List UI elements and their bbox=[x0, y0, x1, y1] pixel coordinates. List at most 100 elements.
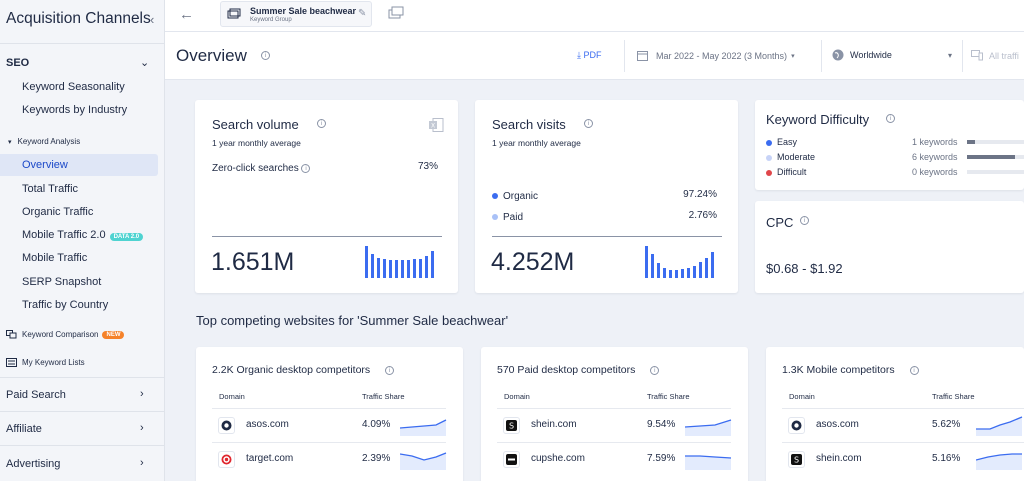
chart-bar bbox=[663, 268, 666, 278]
chart-bar bbox=[669, 270, 672, 278]
caret-down-icon: ▾ bbox=[8, 139, 12, 146]
sidebar-item-keyword-seasonality[interactable]: Keyword Seasonality bbox=[22, 81, 125, 93]
sidebar-item-my-keyword-lists[interactable]: My Keyword Lists bbox=[6, 358, 85, 367]
competitor-domain[interactable]: asos.com bbox=[816, 419, 859, 430]
keyword-difficulty-card: Keyword Difficulty i Easy 1 keywords Moder… bbox=[755, 100, 1024, 190]
table-row[interactable]: target.com 2.39% bbox=[212, 442, 447, 476]
pencil-icon[interactable]: ✎ bbox=[358, 8, 367, 19]
search-visits-card: Search visits i 1 year monthly average O… bbox=[475, 100, 738, 293]
info-icon[interactable]: i bbox=[385, 365, 395, 375]
list-icon bbox=[6, 358, 17, 367]
competitor-domain[interactable]: shein.com bbox=[531, 419, 577, 430]
domain-column-header: Domain bbox=[219, 392, 245, 401]
keyword-group-tab[interactable]: Summer Sale beachwear Keyword Group ✎ bbox=[220, 1, 372, 27]
sidebar-group-advertising[interactable]: Advertising bbox=[6, 458, 61, 470]
chevron-down-icon[interactable]: ⌄ bbox=[140, 57, 150, 69]
sidebar-item-keywords-by-industry[interactable]: Keywords by Industry bbox=[22, 104, 128, 116]
difficulty-row-label: Difficult bbox=[766, 167, 806, 177]
difficulty-count: 0 keywords bbox=[912, 167, 958, 177]
chart-bar bbox=[407, 260, 410, 278]
info-icon[interactable]: i bbox=[909, 365, 919, 375]
sidebar-section-seo[interactable]: SEO bbox=[6, 57, 30, 69]
overview-header: Overview i ⤓ PDF Mar 2022 - May 2022 (3 … bbox=[165, 32, 1024, 80]
info-icon[interactable]: i bbox=[886, 114, 895, 123]
paid-legend: Paid bbox=[492, 212, 523, 223]
difficulty-label: Easy bbox=[777, 137, 798, 147]
sidebar-item-serp-snapshot[interactable]: SERP Snapshot bbox=[22, 276, 102, 288]
organic-value: 97.24% bbox=[683, 189, 717, 200]
chevron-right-icon[interactable]: › bbox=[140, 388, 144, 400]
caret-down-icon[interactable]: ▾ bbox=[948, 51, 953, 60]
domain-column-header: Domain bbox=[789, 392, 815, 401]
search-visits-value: 4.252M bbox=[491, 248, 575, 276]
sidebar-item-overview[interactable]: Overview bbox=[0, 154, 158, 176]
chart-bar bbox=[377, 258, 380, 278]
sidebar-item-mobile-traffic-2[interactable]: Mobile Traffic 2.0 DATA 2.0 bbox=[22, 229, 144, 241]
info-icon[interactable]: i bbox=[317, 119, 326, 128]
chart-baseline bbox=[212, 236, 442, 237]
date-range-select[interactable]: Mar 2022 - May 2022 (3 Months) ▾ bbox=[637, 50, 795, 61]
chevron-right-icon[interactable]: › bbox=[140, 422, 144, 434]
sidebar-item-keyword-comparison[interactable]: Keyword Comparison NEW bbox=[6, 330, 125, 339]
difficulty-count: 1 keywords bbox=[912, 137, 958, 147]
chart-bar bbox=[419, 259, 422, 278]
pdf-button[interactable]: ⤓ PDF bbox=[577, 50, 601, 61]
competitor-domain[interactable]: asos.com bbox=[246, 419, 289, 430]
traffic-type-value: All traffi bbox=[989, 50, 1019, 61]
info-icon[interactable]: i bbox=[584, 119, 593, 128]
chart-bar bbox=[383, 259, 386, 278]
traffic-share-value: 7.59% bbox=[647, 453, 676, 464]
sidebar-group-keyword-analysis[interactable]: ▾ Keyword Analysis bbox=[8, 137, 80, 146]
competitor-domain[interactable]: target.com bbox=[246, 453, 294, 464]
compare-icon bbox=[6, 330, 17, 339]
info-icon[interactable]: i bbox=[301, 163, 311, 173]
traffic-share-column-header: Traffic Share bbox=[362, 392, 405, 401]
sidebar-item-traffic-by-country[interactable]: Traffic by Country bbox=[22, 299, 109, 311]
sidebar-group-affiliate[interactable]: Affiliate bbox=[6, 423, 42, 435]
sidebar-item-organic-traffic[interactable]: Organic Traffic bbox=[22, 206, 94, 218]
difficulty-row-label: Easy bbox=[766, 137, 797, 147]
paid-dot bbox=[492, 214, 498, 221]
sidebar-item-total-traffic[interactable]: Total Traffic bbox=[22, 183, 79, 195]
info-icon[interactable]: i bbox=[800, 216, 809, 225]
divider bbox=[962, 40, 963, 72]
traffic-share-column-header: Traffic Share bbox=[647, 392, 690, 401]
target-icon bbox=[218, 451, 235, 468]
traffic-type-select[interactable]: All traffi bbox=[971, 50, 1019, 61]
chart-bar bbox=[705, 258, 708, 278]
chart-bar bbox=[651, 254, 654, 278]
chart-bar bbox=[425, 256, 428, 278]
divider bbox=[0, 43, 165, 44]
table-row[interactable]: cupshe.com 7.59% bbox=[497, 442, 732, 476]
country-select[interactable]: Worldwide bbox=[832, 49, 952, 61]
sidebar-group-paid-search[interactable]: Paid Search bbox=[6, 389, 66, 401]
chart-bar bbox=[365, 246, 368, 278]
chart-bar bbox=[371, 254, 374, 278]
chart-bar bbox=[699, 262, 702, 278]
table-row[interactable]: asos.com 5.62% bbox=[782, 408, 1024, 442]
shein-icon: S bbox=[788, 451, 805, 468]
info-icon[interactable]: i bbox=[261, 51, 270, 60]
back-arrow-icon[interactable]: ← bbox=[179, 6, 194, 23]
chart-baseline bbox=[492, 236, 722, 237]
sidebar-title: Acquisition Channels bbox=[6, 10, 151, 27]
card-title: CPC bbox=[766, 215, 794, 230]
competitor-domain[interactable]: shein.com bbox=[816, 453, 862, 464]
competitor-domain[interactable]: cupshe.com bbox=[531, 453, 585, 464]
chart-bar bbox=[675, 270, 678, 278]
collapse-sidebar-icon[interactable]: ‹ bbox=[150, 12, 155, 27]
chart-bar bbox=[693, 266, 696, 278]
sidebar-item-mobile-traffic[interactable]: Mobile Traffic bbox=[22, 252, 88, 264]
add-comparison-icon[interactable] bbox=[388, 6, 404, 20]
excel-export-icon[interactable]: X bbox=[428, 117, 444, 133]
traffic-share-value: 9.54% bbox=[647, 419, 676, 430]
chart-bar bbox=[711, 252, 714, 278]
chevron-right-icon[interactable]: › bbox=[140, 457, 144, 469]
table-row[interactable]: asos.com 4.09% bbox=[212, 408, 447, 442]
divider bbox=[821, 40, 822, 72]
paid-label: Paid bbox=[503, 212, 524, 223]
info-icon[interactable]: i bbox=[650, 365, 660, 375]
sidebar: Acquisition Channels ‹ SEO ⌄ Keyword Sea… bbox=[0, 0, 165, 481]
